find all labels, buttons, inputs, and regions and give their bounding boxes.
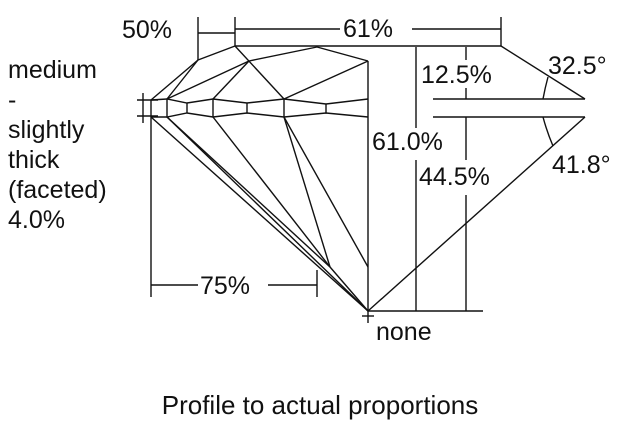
pavilion-angle-label: 41.8° xyxy=(552,151,611,179)
girdle-label-line: medium xyxy=(8,56,97,84)
table-label: 61% xyxy=(343,15,393,43)
lower-half-label: 75% xyxy=(200,272,250,300)
girdle-label-line: (faceted) xyxy=(8,176,107,204)
girdle-label-line: - xyxy=(8,86,16,114)
pavilion-depth-label: 44.5% xyxy=(419,163,490,191)
star-length-label: 50% xyxy=(122,16,172,44)
dimension-lines xyxy=(137,17,554,323)
girdle-label-line: 4.0% xyxy=(8,206,65,234)
girdle-label: medium - slightly thick (faceted) 4.0% xyxy=(8,56,107,234)
girdle-label-line: slightly xyxy=(8,116,85,144)
diamond-outline xyxy=(150,45,586,312)
girdle-label-line: thick xyxy=(8,146,60,174)
culet-label: none xyxy=(376,318,432,346)
crown-height-label: 12.5% xyxy=(421,61,492,89)
caption: Profile to actual proportions xyxy=(162,390,479,420)
total-depth-label: 61.0% xyxy=(372,128,443,156)
crown-angle-label: 32.5° xyxy=(548,52,607,80)
